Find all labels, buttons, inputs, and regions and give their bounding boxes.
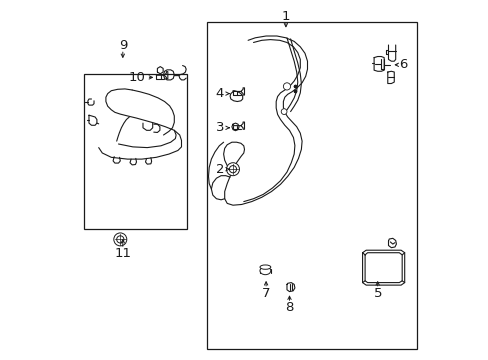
Circle shape (283, 83, 290, 90)
Text: 5: 5 (373, 287, 381, 300)
Text: 11: 11 (114, 247, 131, 260)
Text: 4: 4 (215, 87, 224, 100)
Text: 8: 8 (285, 301, 293, 314)
Bar (206, 22, 416, 349)
Circle shape (117, 236, 123, 243)
Text: 2: 2 (215, 163, 224, 176)
Text: 9: 9 (119, 39, 127, 51)
Text: 6: 6 (398, 58, 406, 71)
Ellipse shape (260, 265, 270, 269)
Text: 10: 10 (128, 71, 144, 84)
Text: 3: 3 (215, 121, 224, 134)
Circle shape (226, 163, 239, 176)
Text: 7: 7 (261, 287, 270, 300)
Text: 1: 1 (281, 10, 289, 23)
Circle shape (229, 166, 236, 173)
Circle shape (281, 109, 286, 114)
Bar (84, 74, 186, 229)
Ellipse shape (260, 267, 270, 275)
Circle shape (114, 233, 126, 246)
